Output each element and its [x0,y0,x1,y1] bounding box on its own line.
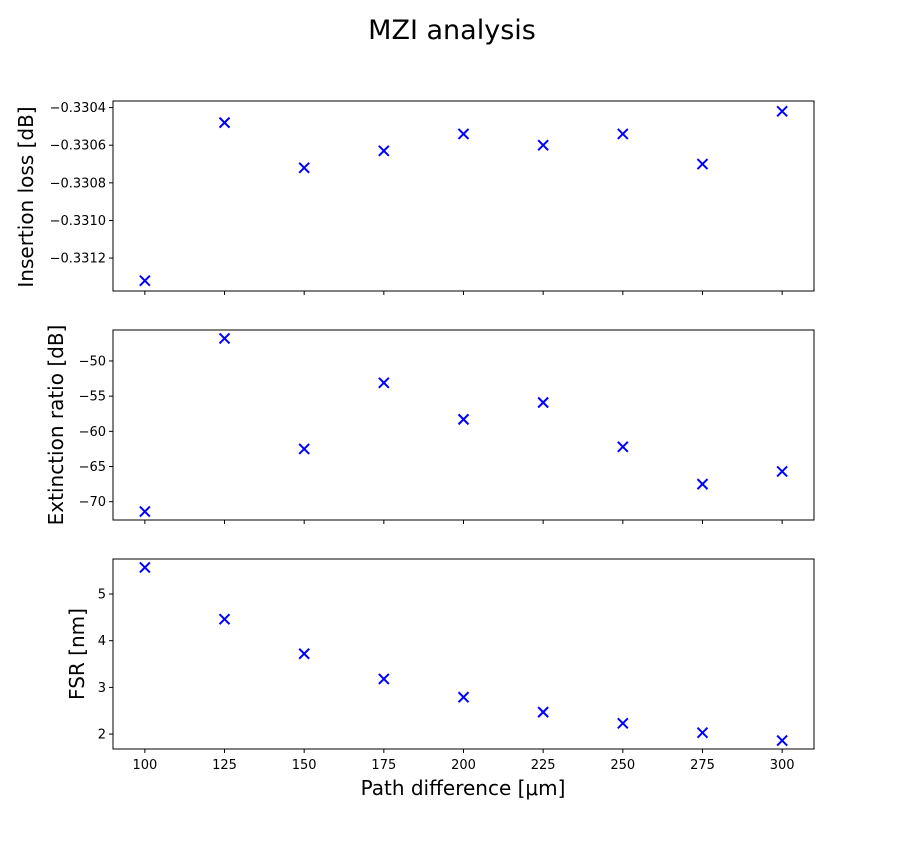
fsr-xtick-label: 150 [292,758,317,773]
insertion-loss-data-point [139,274,151,287]
fsr-xtick-label: 125 [212,758,237,773]
insertion-loss-marker-stroke [378,145,390,157]
insertion-loss-ytick-label: −0.3306 [50,139,106,154]
insertion-loss-data-point [218,116,231,129]
fsr-xtick-label: 275 [690,758,715,773]
insertion-loss-data-point [617,128,629,140]
insertion-loss-data-point [537,139,549,151]
fsr-xtick-label: 100 [132,758,157,773]
insertion-loss-ytick-label: −0.3304 [50,101,106,116]
extinction-ratio-marker-stroke [696,478,709,490]
fsr-data-point [776,734,788,747]
fsr-xtick-label: 250 [610,758,635,773]
extinction-ratio-ytick-label: −55 [79,390,106,405]
insertion-loss-data-point [378,145,390,157]
fsr-marker-stroke [378,673,390,685]
extinction-ratio-data-point [617,441,629,453]
insertion-loss-ylabel: Insertion loss [dB] [14,106,38,287]
extinction-ratio-data-point [378,377,390,389]
insertion-loss-marker-stroke [298,162,310,174]
extinction-ratio-marker-stroke [457,413,470,426]
extinction-ratio-marker-stroke [776,465,788,478]
fsr-marker-stroke [617,717,629,730]
extinction-ratio-ytick-label: −60 [79,425,106,440]
fsr-xtick-label: 225 [531,758,556,773]
fsr-marker-stroke [139,561,151,574]
extinction-ratio-ylabel: Extinction ratio [dB] [44,325,68,526]
fsr-ytick-label: 5 [98,588,106,603]
extinction-ratio-ytick-label: −70 [79,495,106,510]
insertion-loss-data-point [298,162,310,174]
fsr-ylabel: FSR [nm] [65,608,89,700]
fsr-marker-stroke [457,691,470,703]
extinction-ratio-plot: −70 −65 −60 −55 −50 [79,329,815,524]
insertion-loss-data-point [696,158,709,170]
fsr-data-point [218,613,231,625]
extinction-ratio-marker-stroke [617,441,629,453]
insertion-loss-ytick-label: −0.3312 [50,252,106,267]
figure-title: MZI analysis [368,15,536,46]
insertion-loss-marker-stroke [537,139,549,151]
extinction-ratio-data-point [218,332,231,345]
insertion-loss-marker-stroke [776,105,788,118]
fsr-data-point [139,561,151,574]
extinction-ratio-marker-stroke [378,377,390,389]
extinction-ratio-data-point [776,465,788,478]
insertion-loss-marker-stroke [617,128,629,140]
insertion-loss-marker-stroke [139,274,151,287]
fsr-plot: 2 3 4 5 100 125 150 175 200 225 250 275 300 [98,558,815,773]
fsr-panel: FSR [nm] 2 3 4 5 100 125 150 175 200 225 250 275 300 [65,558,815,773]
extinction-ratio-marker-stroke [139,505,151,518]
extinction-ratio-marker-stroke [298,443,310,455]
fsr-xtick-label: 300 [770,758,795,773]
fsr-data-point [696,726,709,739]
insertion-loss-ytick-label: −0.3308 [50,176,106,191]
extinction-ratio-ytick-label: −65 [79,460,106,475]
fsr-marker-stroke [298,648,310,660]
insertion-loss-marker-stroke [218,116,231,129]
insertion-loss-data-point [457,128,470,140]
extinction-ratio-axes-frame [112,329,815,521]
fsr-marker-stroke [537,706,549,718]
fsr-data-point [537,706,549,718]
fsr-marker-stroke [776,734,788,747]
extinction-ratio-data-point [139,505,151,518]
insertion-loss-marker-stroke [457,128,470,140]
x-axis-label: Path difference [μm] [361,776,566,800]
extinction-ratio-panel: Extinction ratio [dB] −70 −65 −60 −55 −50 [44,325,815,526]
insertion-loss-axes-frame [112,100,815,292]
fsr-axes-frame [112,558,815,750]
fsr-data-point [378,673,390,685]
fsr-data-point [298,648,310,660]
insertion-loss-plot: −0.3312 −0.3310 −0.3308 −0.3306 −0.3304 [50,100,815,295]
insertion-loss-panel: Insertion loss [dB] −0.3312 −0.3310 −0.330… [14,100,815,295]
extinction-ratio-marker-stroke [537,396,549,409]
fsr-marker-stroke [218,613,231,625]
extinction-ratio-data-point [537,396,549,409]
fsr-xtick-label: 175 [371,758,396,773]
extinction-ratio-data-point [298,443,310,455]
insertion-loss-marker-stroke [696,158,709,170]
extinction-ratio-ytick-label: −50 [79,354,106,369]
fsr-ytick-label: 4 [98,634,106,649]
insertion-loss-ytick-label: −0.3310 [50,214,106,229]
extinction-ratio-marker-stroke [218,332,231,345]
fsr-data-point [457,691,470,703]
insertion-loss-data-point [776,105,788,118]
fsr-xtick-label: 200 [451,758,476,773]
fsr-marker-stroke [696,726,709,739]
fsr-ytick-label: 3 [98,681,106,696]
extinction-ratio-data-point [696,478,709,490]
fsr-ytick-label: 2 [98,728,106,743]
extinction-ratio-data-point [457,413,470,426]
fsr-data-point [617,717,629,730]
